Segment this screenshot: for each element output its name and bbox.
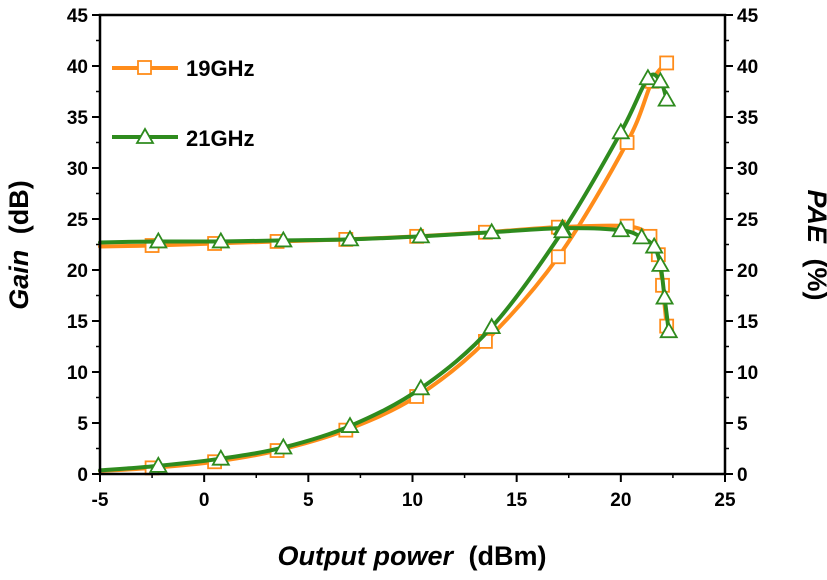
- pae-point-21ghz: [411, 378, 431, 396]
- gain-point-21ghz: [482, 222, 502, 240]
- y-right-tick-label: 35: [737, 108, 759, 129]
- x-tick-label: 5: [303, 490, 314, 511]
- pae-point-21ghz: [552, 221, 573, 239]
- y-left-axis-title: Gain (dB): [4, 180, 34, 310]
- gain-point-21ghz: [650, 255, 670, 272]
- x-axis-title-unit: (dBm): [469, 541, 547, 571]
- legend-triangle-marker: [135, 127, 155, 144]
- y-right-tick-label: 10: [737, 363, 758, 384]
- gain-point-21ghz: [211, 231, 231, 249]
- x-axis-title-main: Output power: [278, 541, 455, 571]
- gain-point-21ghz: [340, 229, 360, 247]
- y-left-tick-label: 10: [67, 363, 88, 384]
- pae-point-21ghz: [273, 437, 293, 455]
- x-tick-label: 20: [610, 490, 631, 511]
- gain-point-21ghz: [148, 231, 168, 249]
- legend-square-marker: [137, 60, 152, 75]
- legend-label-19ghz: 19GHz: [186, 56, 254, 81]
- pae-point-21ghz: [148, 456, 168, 473]
- y-left-tick-label: 15: [67, 312, 89, 333]
- y-left-tick-label: 30: [67, 159, 88, 180]
- x-tick-label: 15: [506, 490, 528, 511]
- legend-item-19ghz: 19GHz: [112, 56, 254, 81]
- y-left-tick-label: 35: [67, 108, 89, 129]
- y-right-axis-title-unit: (%): [802, 259, 827, 301]
- y-right-axis-title: PAE (%): [802, 189, 827, 300]
- y-right-axis-title-main: PAE: [802, 189, 827, 244]
- y-left-tick-label: 45: [67, 6, 89, 27]
- x-tick-label: 10: [402, 490, 423, 511]
- y-right-tick-label: 40: [737, 57, 758, 78]
- y-left-axis-title-unit: (dB): [4, 180, 34, 234]
- gain-point-21ghz: [411, 226, 431, 244]
- pae-point-21ghz: [657, 89, 677, 107]
- y-right-tick-label: 25: [737, 210, 759, 231]
- pae-point-21ghz: [650, 71, 670, 89]
- legend-item-21ghz: 21GHz: [112, 126, 254, 151]
- y-left-tick-label: 20: [67, 261, 88, 282]
- pae-point-21ghz: [211, 448, 231, 466]
- legend-label-21ghz: 21GHz: [186, 126, 254, 151]
- pae-point-21ghz: [638, 68, 658, 86]
- x-tick-label: 0: [199, 490, 210, 511]
- gain-point-21ghz: [611, 220, 631, 238]
- y-right-tick-label: 30: [737, 159, 758, 180]
- x-tick-label: -5: [92, 490, 109, 511]
- pae-point-19ghz: [659, 55, 675, 71]
- y-right-tick-label: 45: [737, 6, 759, 27]
- y-left-tick-label: 5: [77, 414, 88, 435]
- pae-point-21ghz: [482, 317, 502, 335]
- pae-point-21ghz: [611, 122, 631, 140]
- pae-point-21ghz: [340, 416, 360, 433]
- gain-point-21ghz: [632, 227, 652, 245]
- gain-point-21ghz: [273, 230, 293, 248]
- pae-line-21ghz: [98, 72, 669, 473]
- y-left-tick-label: 40: [67, 57, 88, 78]
- gain-point-21ghz: [659, 321, 679, 339]
- y-right-tick-label: 5: [737, 414, 748, 435]
- y-right-tick-label: 0: [737, 465, 748, 486]
- x-axis-title: Output power (dBm): [278, 541, 547, 571]
- y-left-axis-title-main: Gain: [4, 250, 34, 310]
- x-tick-label: 25: [714, 490, 736, 511]
- legend: 19GHz 21GHz: [112, 56, 254, 151]
- gain-point-21ghz: [644, 236, 664, 254]
- y-right-tick-label: 20: [737, 261, 758, 282]
- y-right-tick-label: 15: [737, 312, 759, 333]
- gain-point-21ghz: [655, 287, 675, 305]
- pae-point-19ghz: [550, 249, 566, 265]
- y-left-tick-label: 25: [67, 210, 89, 231]
- y-left-tick-label: 0: [77, 465, 88, 486]
